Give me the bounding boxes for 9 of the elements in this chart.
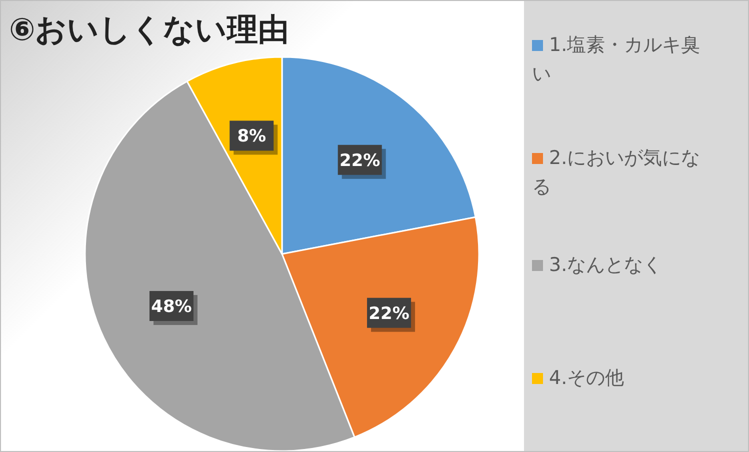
data-label: 8% [237, 126, 266, 147]
legend-label: 3.なんとなく [549, 254, 662, 276]
legend-label: 4.その他 [549, 367, 624, 389]
chart-title: ⑥おいしくない理由 [9, 11, 290, 50]
data-label: 48% [151, 297, 192, 318]
data-label: 22% [368, 304, 410, 324]
data-label: 22% [340, 150, 380, 171]
legend-label: 2.においが気になる [532, 147, 700, 198]
legend-label: 1.塩素・カルキ臭い [532, 34, 700, 85]
